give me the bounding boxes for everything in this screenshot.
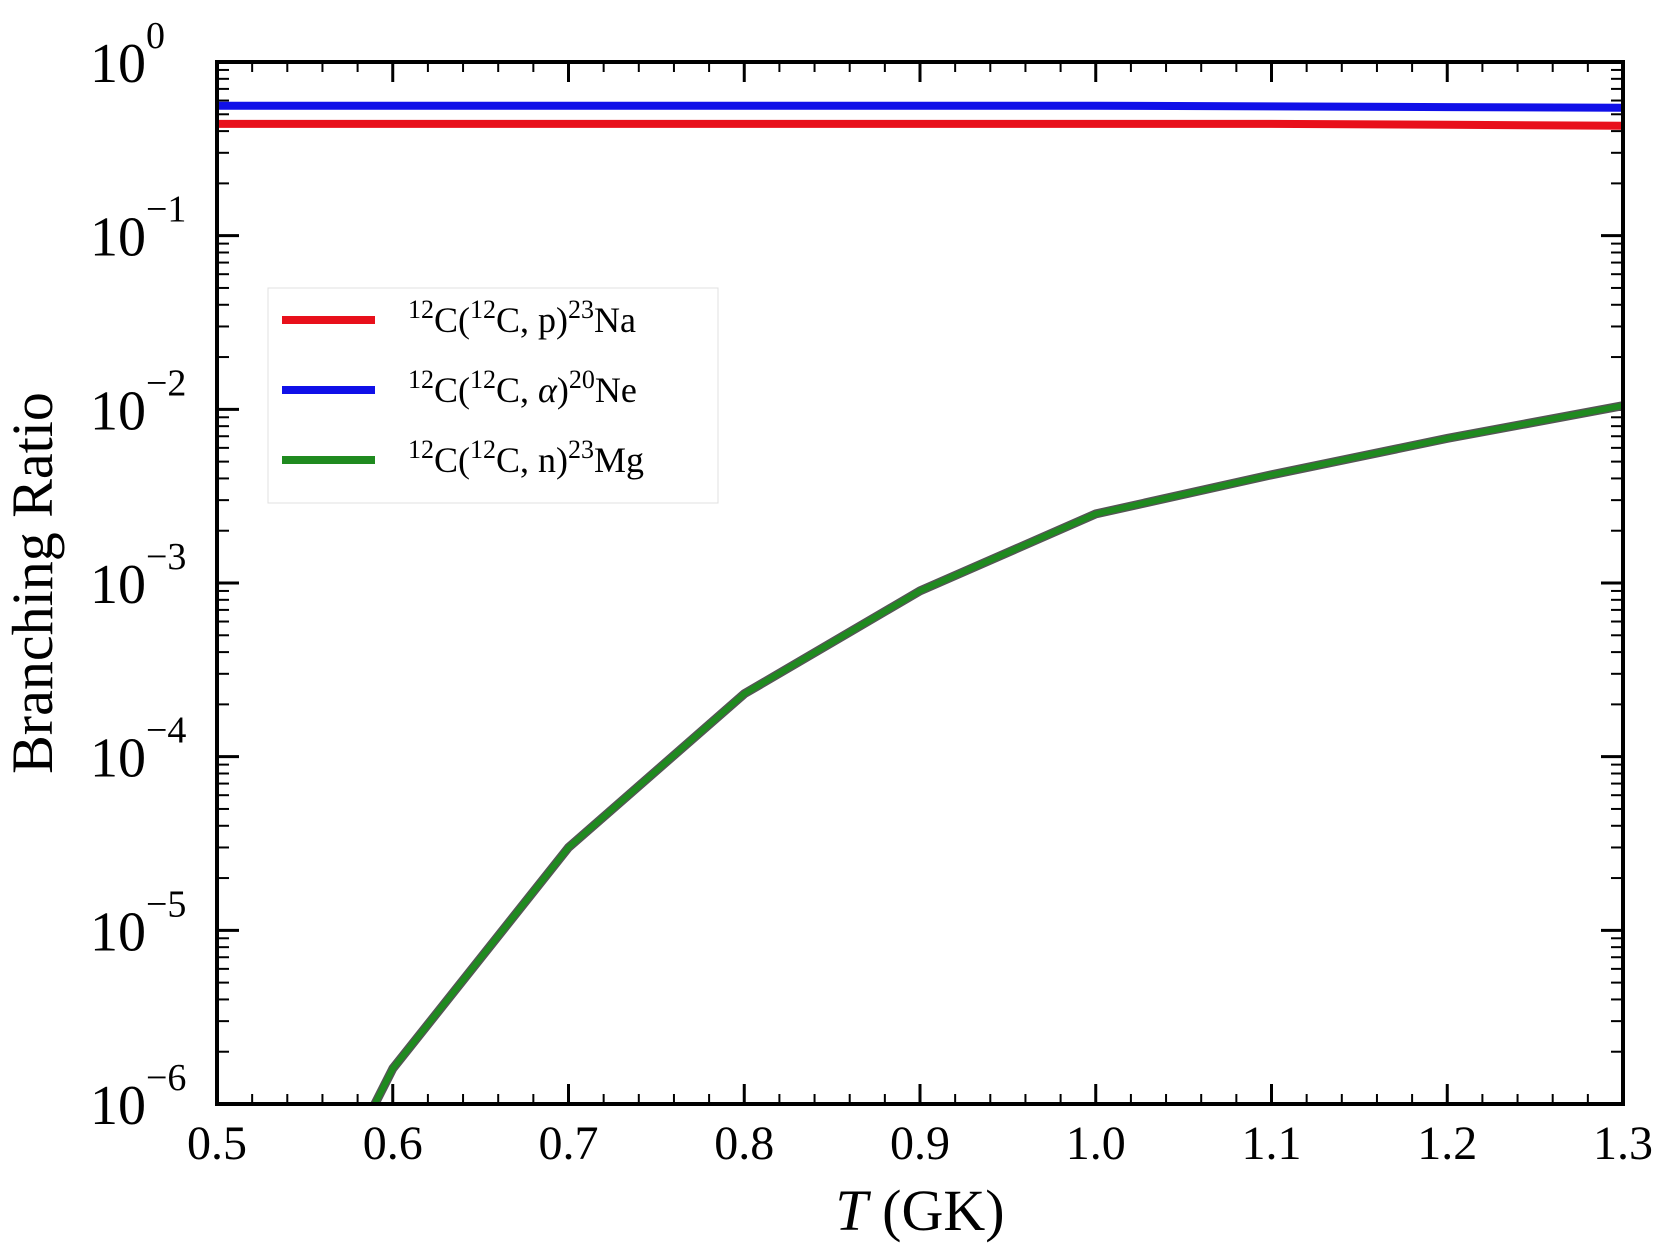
- y-tick-label: 100: [90, 15, 165, 95]
- series-line: [217, 101, 1623, 112]
- x-tick-label: 1.1: [1242, 1117, 1302, 1170]
- y-tick-label: 10−4: [90, 710, 186, 790]
- y-tick-label: 10−2: [90, 362, 186, 442]
- x-tick-label: 0.6: [363, 1117, 423, 1170]
- legend-label: 12C(12C, α)20Ne: [408, 365, 637, 410]
- series-line: [371, 402, 1623, 1104]
- major-ticks: [215, 60, 1625, 1106]
- plot-frame: [215, 60, 1625, 1106]
- x-tick-label: 0.9: [890, 1117, 950, 1170]
- series-line-outline: [369, 401, 1623, 1104]
- x-tick-labels: 0.5 0.6 0.7 0.8 0.9 1.0 1.1 1.2 1.3: [187, 1117, 1653, 1170]
- y-axis-title: Branching Ratio: [0, 392, 65, 774]
- series-lines: [217, 101, 1623, 1104]
- x-tick-label: 1.3: [1593, 1117, 1653, 1170]
- x-tick-label: 0.5: [187, 1117, 247, 1170]
- y-tick-labels: 100 10−1 10−2 10−3 10−4 10−5 10−6: [90, 15, 186, 1137]
- x-tick-label: 1.2: [1417, 1117, 1477, 1170]
- y-tick-label: 10−6: [90, 1057, 186, 1137]
- y-tick-label: 10−1: [90, 189, 186, 269]
- x-axis-title: T (GK): [835, 1178, 1004, 1243]
- y-tick-label: 10−5: [90, 883, 186, 963]
- x-tick-label: 1.0: [1066, 1117, 1126, 1170]
- legend: 12C(12C, p)23Na 12C(12C, α)20Ne 12C(12C, n…: [267, 287, 719, 504]
- minor-ticks: [217, 62, 1623, 1104]
- x-tick-label: 0.7: [539, 1117, 599, 1170]
- legend-label: 12C(12C, p)23Na: [408, 295, 636, 340]
- legend-label: 12C(12C, n)23Mg: [408, 435, 644, 480]
- y-tick-label: 10−3: [90, 536, 186, 616]
- x-tick-label: 0.8: [714, 1117, 774, 1170]
- series-line: [217, 119, 1623, 130]
